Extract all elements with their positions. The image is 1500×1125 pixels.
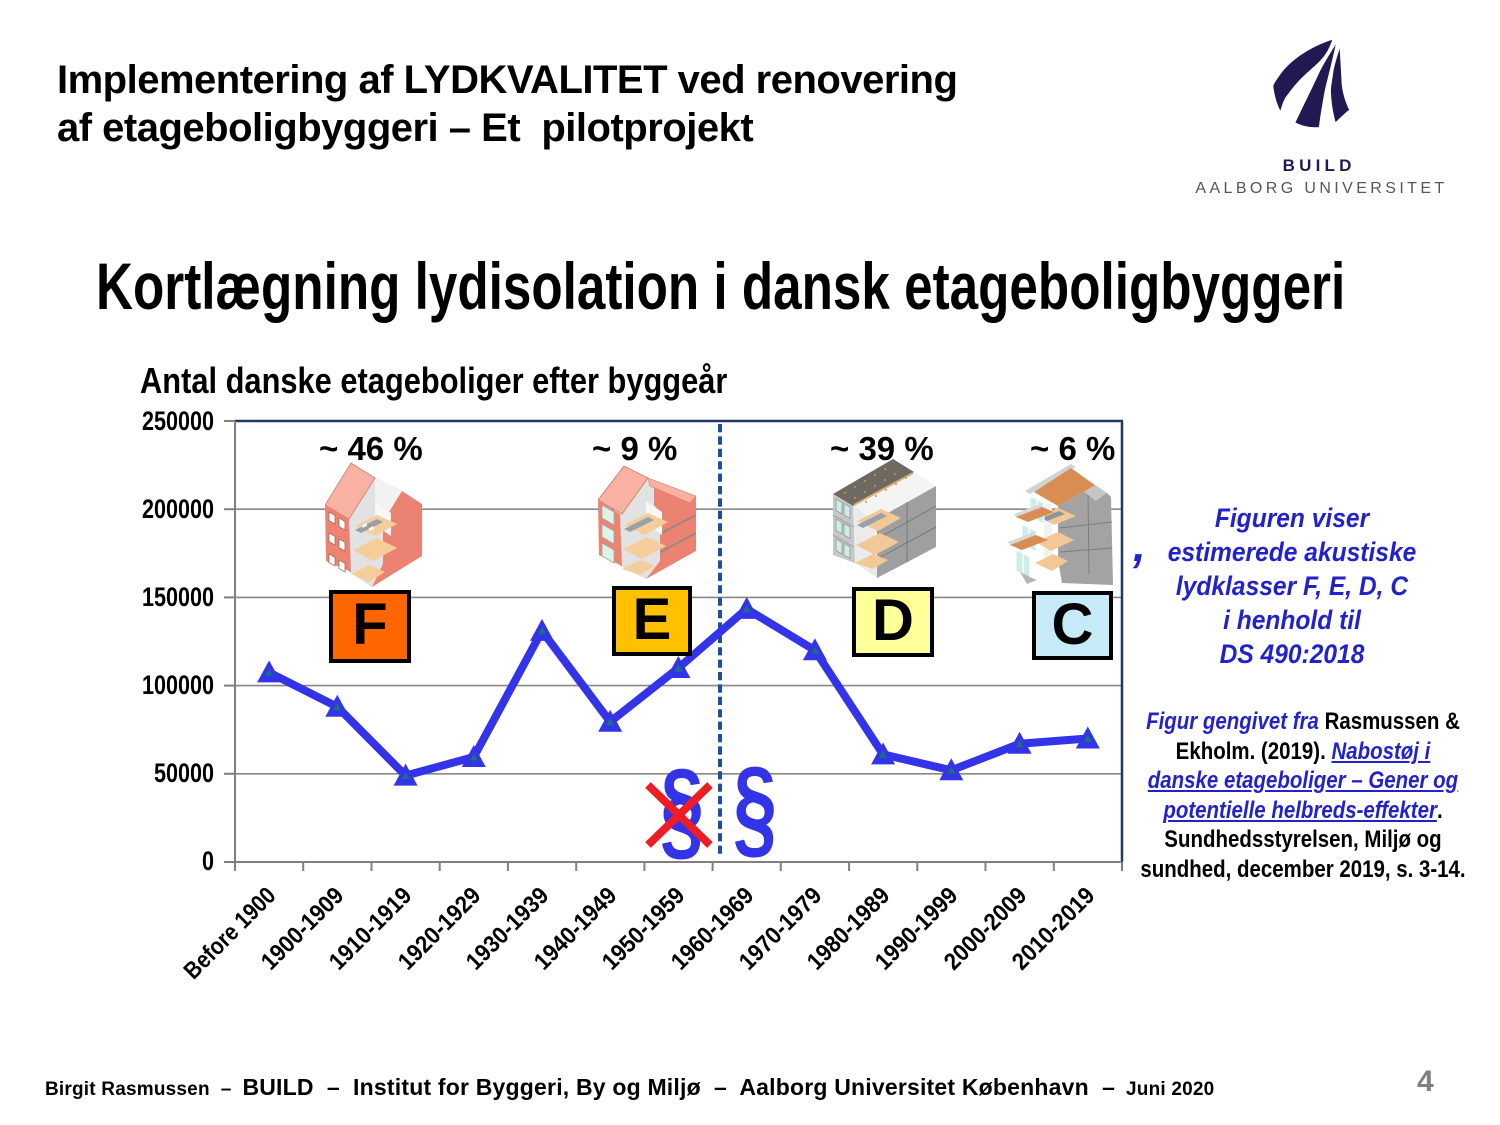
svg-text:~ 9 %: ~ 9 %: [592, 430, 677, 467]
svg-text:Before 1900: Before 1900: [179, 882, 282, 985]
svg-text:~ 46 %: ~ 46 %: [319, 430, 423, 467]
svg-text:250000: 250000: [142, 406, 214, 436]
svg-text:0: 0: [202, 846, 214, 876]
svg-text:100000: 100000: [142, 670, 214, 700]
svg-text:150000: 150000: [142, 582, 214, 612]
svg-text:50000: 50000: [154, 758, 214, 788]
svg-text:200000: 200000: [142, 494, 214, 524]
svg-text:~ 39 %: ~ 39 %: [830, 430, 934, 467]
svg-text:~ 6 %: ~ 6 %: [1030, 430, 1115, 467]
